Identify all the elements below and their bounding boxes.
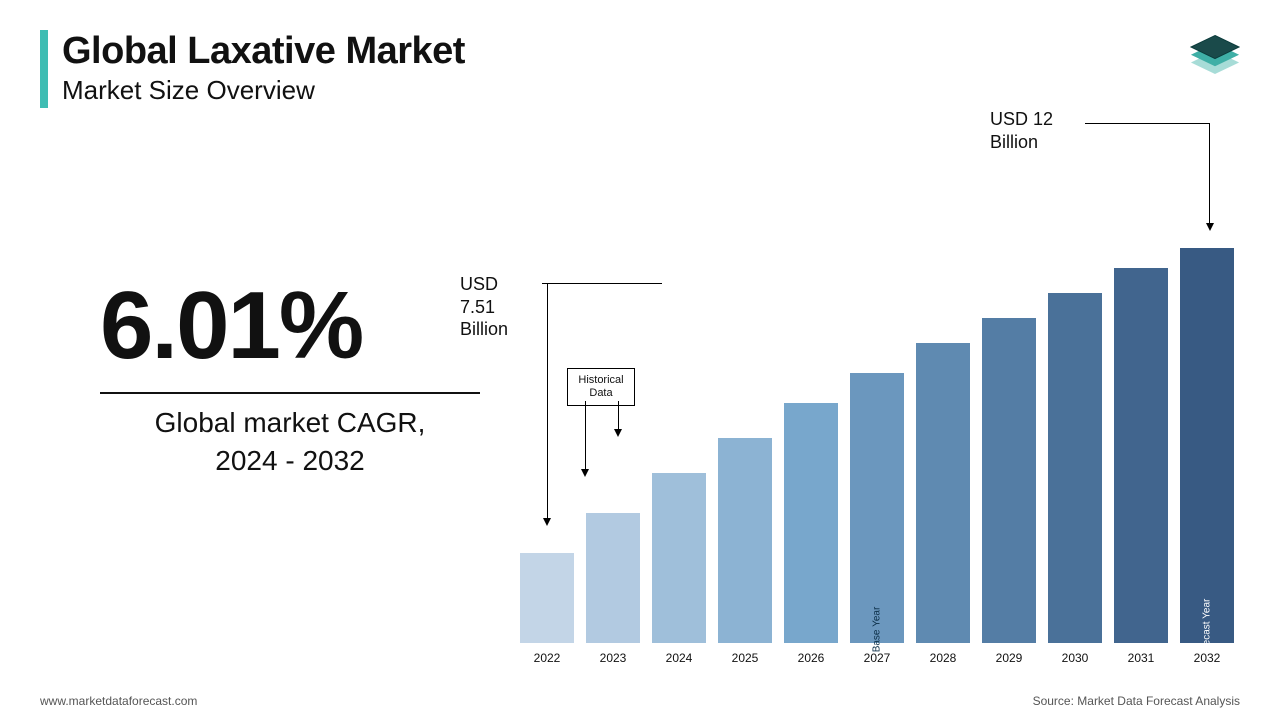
x-label: 2026 <box>784 651 838 665</box>
bar-2027: Base Year <box>850 373 904 643</box>
bar-wrap <box>982 318 1036 643</box>
bar-2026 <box>784 403 838 643</box>
cagr-panel: 6.01% Global market CAGR, 2024 - 2032 <box>40 173 480 693</box>
title-block: Global Laxative Market Market Size Overv… <box>62 30 465 106</box>
bar-wrap <box>916 343 970 643</box>
x-label: 2022 <box>520 651 574 665</box>
bar-wrap <box>1114 268 1168 643</box>
bar-2028 <box>916 343 970 643</box>
bar-2029 <box>982 318 1036 643</box>
bar-2025 <box>718 438 772 643</box>
x-label: 2028 <box>916 651 970 665</box>
x-axis-labels: 2022 2023 2024 2025 2026 2027 2028 2029 2030 2031… <box>520 651 1240 665</box>
bar-chart: Base Year Forecast Year <box>520 248 1240 643</box>
x-label: 2032 <box>1180 651 1234 665</box>
callout-end-value: USD 12 Billion <box>990 108 1080 153</box>
x-label: 2027 <box>850 651 904 665</box>
page-subtitle: Market Size Overview <box>62 75 465 106</box>
accent-bar <box>40 30 48 108</box>
bar-wrap: Base Year <box>850 373 904 643</box>
content: 6.01% Global market CAGR, 2024 - 2032 US… <box>40 173 1240 693</box>
bar-wrap <box>520 553 574 643</box>
bar-wrap <box>586 513 640 643</box>
bar-2022 <box>520 553 574 643</box>
header: Global Laxative Market Market Size Overv… <box>40 30 1240 108</box>
x-label: 2029 <box>982 651 1036 665</box>
cagr-value: 6.01% <box>100 278 480 374</box>
bar-2030 <box>1048 293 1102 643</box>
brand-logo-icon <box>1186 22 1244 74</box>
bar-2031 <box>1114 268 1168 643</box>
arrow-end-h <box>1085 123 1210 124</box>
arrow-end-v <box>1209 123 1210 223</box>
bar-wrap <box>718 438 772 643</box>
x-label: 2030 <box>1048 651 1102 665</box>
bar-wrap <box>784 403 838 643</box>
x-label: 2025 <box>718 651 772 665</box>
bar-2032: Forecast Year <box>1180 248 1234 643</box>
bar-wrap: Forecast Year <box>1180 248 1234 643</box>
footer-source: Source: Market Data Forecast Analysis <box>1033 694 1240 708</box>
bar-2023 <box>586 513 640 643</box>
bar-wrap <box>652 473 706 643</box>
page: Global Laxative Market Market Size Overv… <box>0 0 1280 720</box>
x-label: 2031 <box>1114 651 1168 665</box>
divider <box>100 392 480 394</box>
page-title: Global Laxative Market <box>62 30 465 73</box>
arrow-end-head <box>1206 223 1214 231</box>
chart-panel: USD 7.51 Billion Historical Data USD 12 … <box>480 173 1240 693</box>
cagr-label: Global market CAGR, 2024 - 2032 <box>100 404 480 480</box>
bar-wrap <box>1048 293 1102 643</box>
bar-2024 <box>652 473 706 643</box>
bar-inline-label: Base Year <box>872 607 883 653</box>
x-label: 2023 <box>586 651 640 665</box>
footer-url: www.marketdataforecast.com <box>40 694 197 708</box>
x-label: 2024 <box>652 651 706 665</box>
footer: www.marketdataforecast.com Source: Marke… <box>40 694 1240 708</box>
